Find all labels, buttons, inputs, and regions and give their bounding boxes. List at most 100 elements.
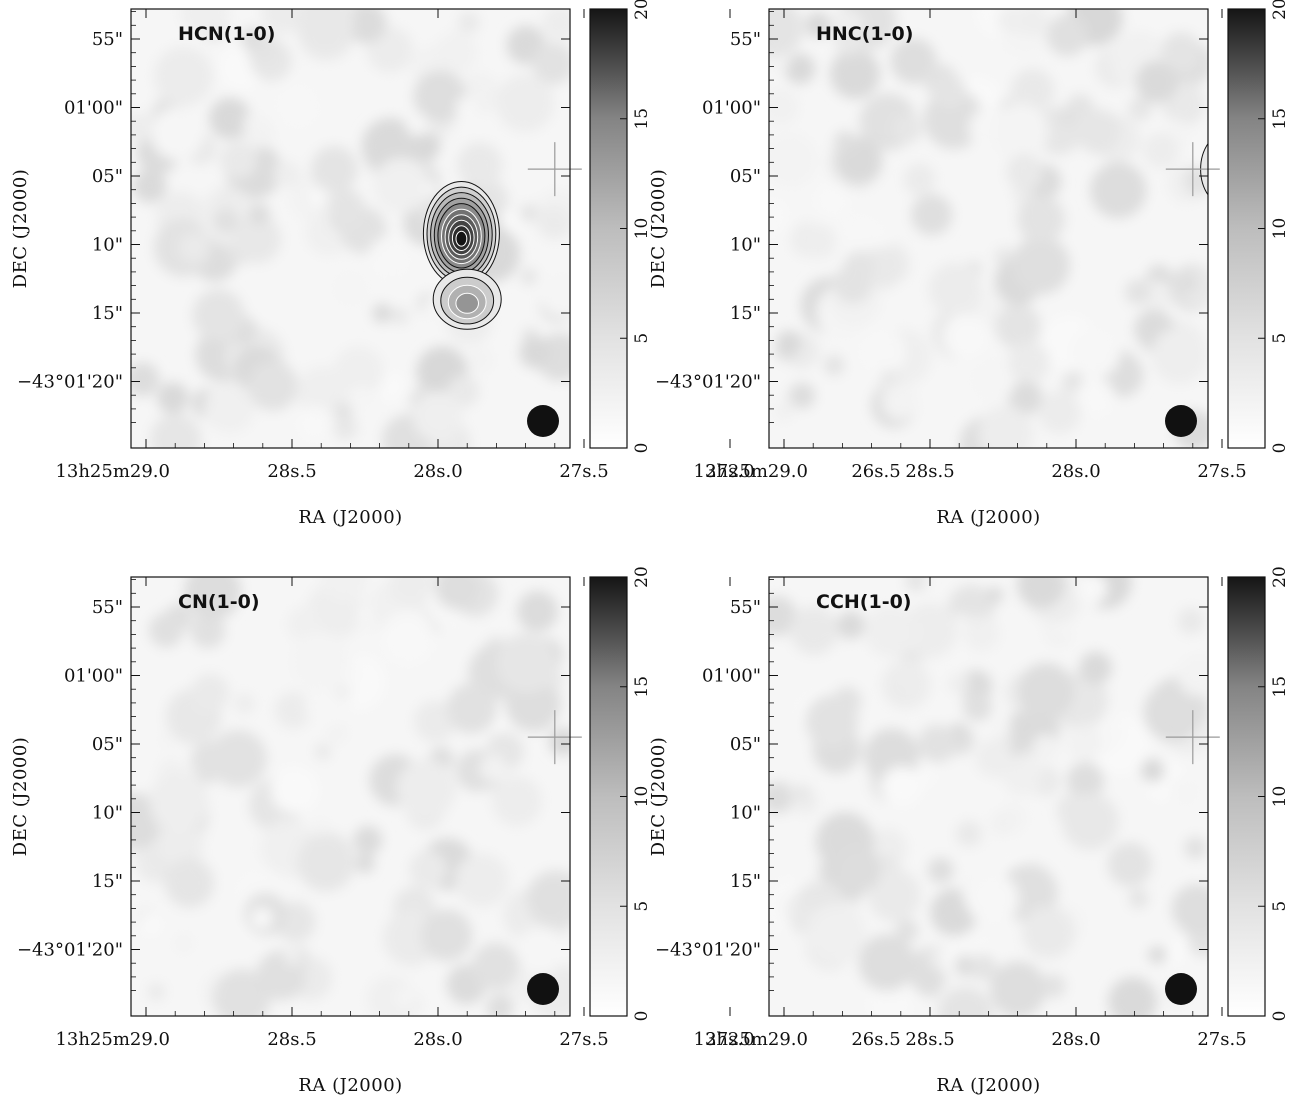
noise-blob bbox=[332, 415, 358, 441]
noise-blob bbox=[867, 868, 921, 922]
y-tick-label: 55" bbox=[730, 597, 761, 618]
y-tick-label: 55" bbox=[730, 29, 761, 50]
noise-blob bbox=[1079, 651, 1112, 685]
noise-blob bbox=[1041, 973, 1066, 999]
noise-blob bbox=[1161, 32, 1201, 72]
noise-blob bbox=[917, 724, 957, 763]
noise-blob bbox=[927, 857, 954, 884]
y-tick-label: 55" bbox=[92, 597, 123, 618]
noise-blob bbox=[835, 27, 864, 56]
noise-blob bbox=[769, 133, 817, 187]
y-axis-title: DEC (J2000) bbox=[648, 169, 669, 289]
noise-blob bbox=[273, 81, 322, 130]
panel-title: CN(1-0) bbox=[178, 591, 260, 613]
noise-blob bbox=[158, 730, 178, 750]
noise-blob bbox=[968, 354, 1016, 403]
noise-blob bbox=[216, 185, 242, 210]
x-tick-label: 26s.5 bbox=[851, 1029, 900, 1050]
noise-blob bbox=[911, 194, 953, 236]
x-axis-title: RA (J2000) bbox=[936, 507, 1040, 528]
noise-blob bbox=[769, 198, 789, 236]
noise-blob bbox=[393, 987, 418, 1012]
colorbar-tick-label: 5 bbox=[632, 901, 652, 912]
noise-blob bbox=[769, 9, 804, 57]
y-axis-title: DEC (J2000) bbox=[648, 737, 669, 857]
noise-blob bbox=[454, 853, 509, 908]
noise-blob bbox=[270, 766, 318, 814]
noise-blob bbox=[970, 954, 997, 981]
noise-blob bbox=[456, 142, 503, 188]
colorbar-tick-label: 0 bbox=[1270, 1011, 1290, 1022]
noise-blob bbox=[542, 9, 570, 41]
noise-blob bbox=[532, 42, 570, 85]
panel-cch-1-0-: CCH(1-0) 13h25m29.0 28s.5 28s.0 27s.5 27s.0 26… bbox=[648, 566, 1290, 1096]
noise-blob bbox=[434, 31, 478, 74]
colorbar-tick-label: 0 bbox=[632, 443, 652, 454]
noise-blob bbox=[1038, 390, 1081, 434]
x-tick-label: 26s.5 bbox=[851, 461, 900, 482]
colorbar: 0 5 10 15 20 bbox=[589, 566, 652, 1021]
contour-level bbox=[455, 292, 480, 314]
noise-blob bbox=[1066, 762, 1104, 800]
noise-blob bbox=[1124, 279, 1151, 306]
noise-blob bbox=[1128, 96, 1153, 121]
noise-blob bbox=[1069, 327, 1121, 378]
noise-blob bbox=[486, 994, 514, 1016]
noise-blob bbox=[467, 346, 494, 374]
panel-title: HNC(1-0) bbox=[816, 23, 913, 45]
x-tick-label: 27s.5 bbox=[559, 461, 608, 482]
noise-blob bbox=[296, 9, 355, 52]
noise-blob bbox=[807, 904, 867, 964]
noise-blob bbox=[420, 909, 473, 962]
contour-level bbox=[455, 230, 468, 247]
noise-blob bbox=[884, 679, 911, 706]
y-tick-label: 15" bbox=[730, 871, 761, 892]
noise-blob bbox=[234, 693, 255, 714]
noise-blob bbox=[539, 270, 570, 317]
noise-blob bbox=[962, 692, 993, 722]
noise-blob bbox=[131, 112, 154, 143]
noise-blob bbox=[334, 402, 353, 421]
noise-blob bbox=[250, 907, 273, 930]
x-tick-label: 28s.5 bbox=[905, 461, 954, 482]
colorbar-tick-label: 10 bbox=[1270, 218, 1290, 240]
noise-blob bbox=[349, 386, 375, 411]
noise-blob bbox=[434, 577, 480, 610]
noise-blob bbox=[530, 881, 562, 914]
noise-blob bbox=[537, 206, 570, 240]
noise-blob bbox=[178, 232, 209, 263]
x-tick-label: 27s.5 bbox=[1197, 461, 1246, 482]
noise-blob bbox=[332, 346, 385, 398]
x-axis-title: RA (J2000) bbox=[936, 1075, 1040, 1096]
y-axis-title: DEC (J2000) bbox=[10, 169, 31, 289]
panel-title: HCN(1-0) bbox=[178, 23, 275, 45]
x-tick-label: 13h25m29.0 bbox=[693, 461, 808, 482]
noise-blob bbox=[474, 82, 494, 102]
noise-blob bbox=[1046, 14, 1088, 57]
x-axis-title: RA (J2000) bbox=[298, 507, 402, 528]
noise-blob bbox=[519, 336, 552, 369]
emission-central-peak bbox=[422, 181, 500, 286]
noise-blob bbox=[312, 818, 330, 836]
noise-blob bbox=[396, 759, 457, 819]
noise-blob bbox=[446, 683, 498, 734]
y-tick-label: 05" bbox=[730, 166, 761, 187]
y-tick-label: 01'00" bbox=[702, 98, 761, 119]
y-tick-label: 05" bbox=[92, 734, 123, 755]
noise-blob bbox=[1011, 236, 1070, 295]
colorbar-tick-label: 10 bbox=[1270, 786, 1290, 808]
noise-blob bbox=[776, 330, 802, 356]
y-tick-label: 10" bbox=[730, 803, 761, 824]
noise-blob bbox=[1056, 793, 1089, 827]
noise-blob bbox=[173, 933, 194, 954]
x-tick-label: 27s.0 bbox=[705, 1029, 754, 1050]
noise-blob bbox=[517, 590, 558, 632]
noise-blob bbox=[955, 820, 983, 848]
noise-blob bbox=[138, 912, 161, 935]
noise-blob bbox=[412, 391, 463, 442]
emission-layer bbox=[422, 181, 502, 330]
y-tick-label: 10" bbox=[92, 803, 123, 824]
noise-blob bbox=[391, 307, 409, 325]
noise-blob bbox=[472, 942, 520, 990]
